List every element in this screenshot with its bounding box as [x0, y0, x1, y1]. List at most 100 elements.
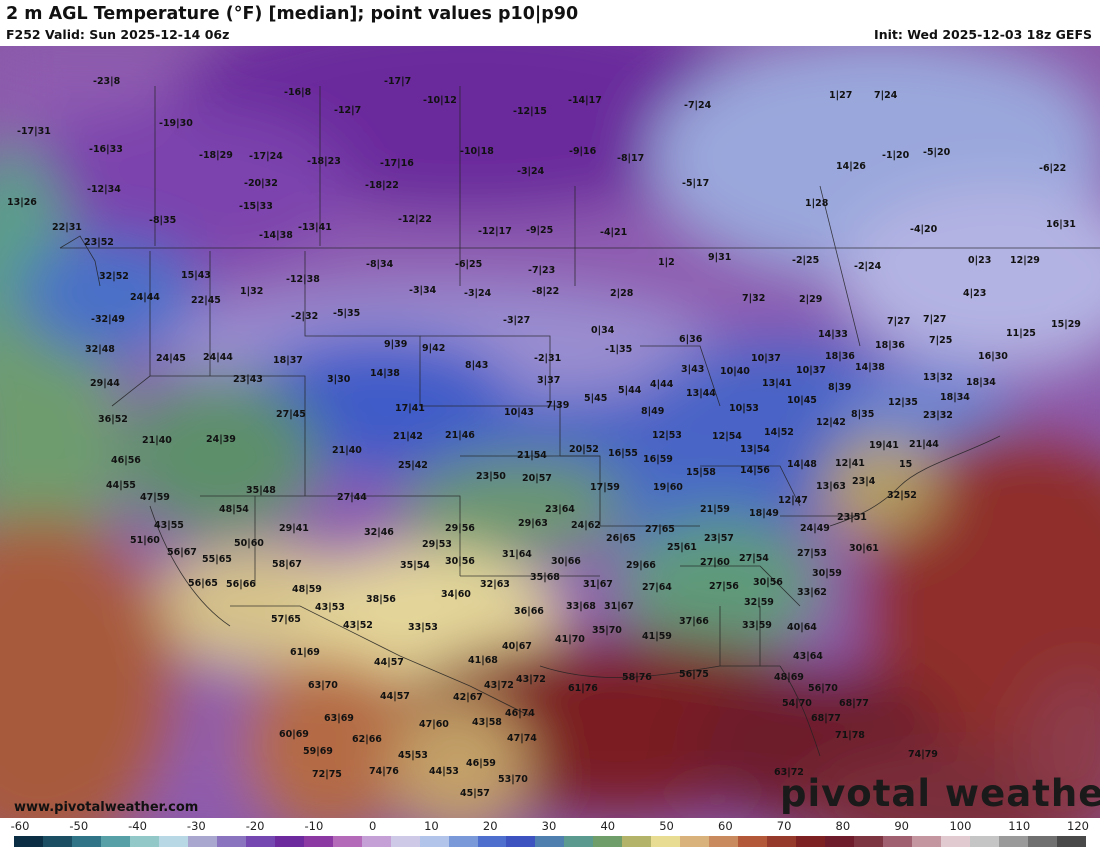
point-value-label: 47|60 — [419, 719, 449, 730]
point-value-label: -5|35 — [333, 308, 361, 319]
point-value-label: 4|44 — [650, 379, 674, 390]
point-value-label: -10|12 — [423, 95, 457, 106]
point-value-label: 48|69 — [774, 672, 804, 683]
point-value-label: 20|52 — [569, 444, 599, 455]
colorbar-tick-label: -10 — [304, 819, 324, 833]
point-value-label: 41|70 — [555, 634, 585, 645]
point-value-label: 3|37 — [537, 375, 561, 386]
colorbar-swatch — [969, 836, 999, 847]
point-value-label: 23|50 — [476, 471, 506, 482]
point-value-label: 19|41 — [869, 440, 899, 451]
point-value-label: 57|65 — [271, 614, 301, 625]
point-value-label: 35|68 — [530, 572, 560, 583]
colorbar-tick-label: 0 — [368, 819, 377, 833]
point-value-label: 11|25 — [1006, 328, 1036, 339]
point-value-label: 35|48 — [246, 485, 276, 496]
point-value-label: 56|70 — [808, 683, 838, 694]
point-value-label: 61|69 — [290, 647, 320, 658]
valid-time: F252 Valid: Sun 2025-12-14 06z — [6, 27, 230, 42]
colorbar-swatch — [1056, 836, 1086, 847]
colorbar-swatch — [71, 836, 101, 847]
point-value-label: 3|30 — [327, 374, 351, 385]
point-value-label: 12|47 — [778, 495, 808, 506]
colorbar-swatch — [477, 836, 507, 847]
point-value-label: 14|38 — [370, 368, 400, 379]
colorbar-swatch — [854, 836, 884, 847]
point-value-label: 44|57 — [380, 691, 410, 702]
brand-text: pivotal weather — [780, 772, 1100, 815]
point-value-label: -1|20 — [882, 150, 910, 161]
point-value-label: 31|67 — [583, 579, 613, 590]
point-value-label: 22|31 — [52, 222, 82, 233]
colorbar-swatch — [419, 836, 449, 847]
point-value-label: -6|25 — [455, 259, 483, 270]
point-value-label: 46|74 — [505, 708, 535, 719]
colorbar-tick-label: 110 — [1008, 819, 1031, 833]
colorbar-swatch — [42, 836, 72, 847]
point-value-label: -17|24 — [249, 151, 283, 162]
point-value-label: -5|17 — [682, 178, 710, 189]
point-value-label: 21|46 — [445, 430, 475, 441]
point-value-label: 43|55 — [154, 520, 184, 531]
colorbar-swatch — [216, 836, 246, 847]
point-value-label: 25|42 — [398, 460, 428, 471]
point-value-label: 31|64 — [502, 549, 532, 560]
point-value-label: -7|23 — [528, 265, 556, 276]
point-value-label: 27|44 — [337, 492, 367, 503]
colorbar-tick-label: 90 — [894, 819, 909, 833]
colorbar-tick-label: 120 — [1067, 819, 1089, 833]
point-value-label: 9|42 — [422, 343, 446, 354]
point-value-label: 12|42 — [816, 417, 846, 428]
colorbar-swatch — [651, 836, 681, 847]
colorbar-swatch — [593, 836, 623, 847]
point-value-label: 30|66 — [551, 556, 581, 567]
point-value-label: 38|56 — [366, 594, 396, 605]
colorbar-swatch — [448, 836, 478, 847]
map-title: 2 m AGL Temperature (°F) [median]; point… — [6, 4, 579, 24]
point-value-label: 29|53 — [422, 539, 452, 550]
point-value-label: 18|36 — [825, 351, 855, 362]
point-value-label: 33|53 — [408, 622, 438, 633]
point-value-label: 25|61 — [667, 542, 697, 553]
temperature-map[interactable]: -23|8 -16|8 -17|7 -10|12 -12|7 -12|15 -14|17 -7… — [0, 46, 1100, 818]
point-value-label: 10|43 — [504, 407, 534, 418]
point-value-label: 53|70 — [498, 774, 528, 785]
point-value-label: 17|59 — [590, 482, 620, 493]
point-value-label: 8|35 — [851, 409, 875, 420]
point-value-label: -12|7 — [334, 105, 362, 116]
point-value-label: 23|52 — [84, 237, 114, 248]
colorbar-tick-label: -50 — [69, 819, 89, 833]
point-value-label: 7|24 — [874, 90, 898, 101]
point-value-label: -18|23 — [307, 156, 341, 167]
point-value-label: 29|66 — [626, 560, 656, 571]
point-value-label: 5|44 — [618, 385, 642, 396]
point-value-label: -16|8 — [284, 87, 312, 98]
colorbar-swatch — [709, 836, 739, 847]
point-value-label: 1|2 — [658, 257, 675, 268]
colorbar-swatch — [767, 836, 797, 847]
point-value-label: -12|22 — [398, 214, 432, 225]
point-value-label: -23|8 — [93, 76, 121, 87]
point-value-label: 46|56 — [111, 455, 141, 466]
point-value-label: 13|26 — [7, 197, 37, 208]
point-value-label: 12|35 — [888, 397, 918, 408]
point-value-label: 13|63 — [816, 481, 846, 492]
point-value-label: 13|44 — [686, 388, 716, 399]
point-value-label: 72|75 — [312, 769, 342, 780]
point-value-label: 32|46 — [364, 527, 394, 538]
point-value-label: 56|65 — [188, 578, 218, 589]
point-value-label: 16|30 — [978, 351, 1008, 362]
colorbar-swatch — [506, 836, 536, 847]
point-value-label: 6|36 — [679, 334, 703, 345]
point-value-label: -12|15 — [513, 106, 547, 117]
point-value-label: 54|70 — [782, 698, 812, 709]
point-value-label: 9|39 — [384, 339, 408, 350]
colorbar-labels: -60 -50 -40 -30 -20 -10 0 10 20 30 40 50 60 70 80 90 100… — [0, 819, 1100, 833]
point-value-label: -19|30 — [159, 118, 193, 129]
colorbar-swatch — [883, 836, 913, 847]
point-value-label: 15|43 — [181, 270, 211, 281]
colorbar-tick-label: 80 — [835, 819, 851, 833]
point-value-label: 31|67 — [604, 601, 634, 612]
point-value-label: 18|37 — [273, 355, 303, 366]
point-value-label: 29|56 — [445, 523, 475, 534]
